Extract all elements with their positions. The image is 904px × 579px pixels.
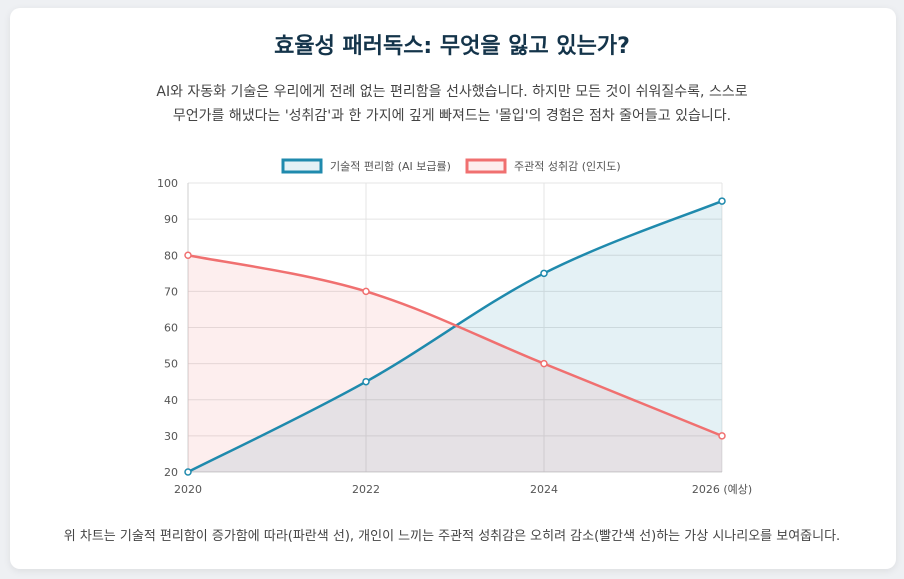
content-card: [10, 8, 896, 569]
legend-swatch-0: [281, 158, 323, 174]
y-tick-label: 20: [164, 466, 178, 479]
series-0-line: [187, 199, 723, 474]
series-0-point-1: [362, 377, 370, 386]
series-1-area: [188, 255, 722, 472]
series-0-point-0: [184, 468, 192, 476]
page-subtitle: AI와 자동화 기술은 우리에게 전례 없는 편리함을 선사했습니다. 하지만 …: [110, 80, 794, 128]
y-tick-label: 30: [164, 430, 178, 443]
y-tick-label: 50: [164, 358, 178, 371]
page-title: 효율성 패러독스: 무엇을 잃고 있는가?: [274, 34, 630, 59]
series-1-point-0: [184, 251, 192, 259]
series-1-point-2: [540, 359, 548, 368]
y-tick-label: 100: [157, 177, 178, 190]
subtitle-line-1: AI와 자동화 기술은 우리에게 전례 없는 편리함을 선사했습니다. 하지만 …: [156, 84, 748, 100]
y-tick-label: 90: [164, 213, 178, 226]
y-tick-label: 60: [164, 322, 178, 335]
series-0-area: [188, 201, 722, 472]
legend-swatch-1: [465, 158, 507, 174]
y-tick-label: 40: [164, 394, 178, 407]
x-tick-label: 2026 (예상): [692, 483, 752, 496]
y-tick-label: 80: [164, 249, 178, 262]
chart-caption: 위 차트는 기술적 편리함이 증가함에 따라(파란색 선), 개인이 느끼는 주…: [63, 529, 841, 544]
series-0-point-2: [540, 269, 548, 278]
x-tick-label: 2020: [174, 483, 202, 496]
x-tick-label: 2024: [530, 483, 558, 496]
legend-label-1: 주관적 성취감 (인지도): [514, 160, 621, 173]
series-1-point-1: [362, 287, 370, 296]
y-tick-label: 70: [164, 285, 178, 298]
series-0-point-3: [718, 197, 726, 205]
subtitle-line-2: 무언가를 해냈다는 '성취감'과 한 가지에 깊게 빠져드는 '몰입'의 경험은…: [172, 108, 732, 124]
series-1-line: [187, 254, 723, 438]
x-tick-label: 2022: [352, 483, 380, 496]
legend-label-0: 기술적 편리함 (AI 보급률): [330, 160, 451, 173]
series-1-point-3: [718, 432, 726, 440]
